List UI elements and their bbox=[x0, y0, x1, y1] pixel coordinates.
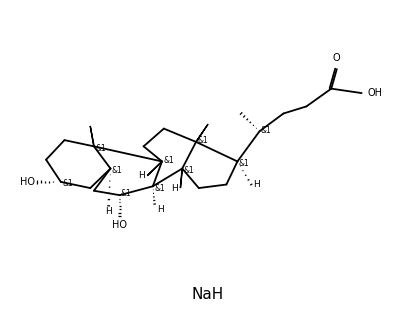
Polygon shape bbox=[196, 124, 208, 142]
Polygon shape bbox=[90, 126, 94, 146]
Text: O: O bbox=[333, 53, 341, 63]
Text: H: H bbox=[171, 184, 178, 192]
Polygon shape bbox=[147, 161, 162, 176]
Text: H: H bbox=[157, 205, 163, 214]
Text: &1: &1 bbox=[163, 156, 174, 165]
Text: HO: HO bbox=[112, 220, 127, 230]
Text: &1: &1 bbox=[112, 166, 122, 175]
Text: &1: &1 bbox=[239, 159, 250, 168]
Text: &1: &1 bbox=[197, 136, 208, 145]
Text: HO: HO bbox=[20, 177, 35, 187]
Text: &1: &1 bbox=[261, 126, 272, 134]
Text: &1: &1 bbox=[121, 189, 132, 198]
Polygon shape bbox=[181, 169, 183, 188]
Text: NaH: NaH bbox=[192, 287, 224, 302]
Text: &1: &1 bbox=[95, 144, 106, 153]
Text: H: H bbox=[139, 171, 145, 180]
Text: &1: &1 bbox=[183, 166, 194, 175]
Text: H: H bbox=[105, 207, 112, 216]
Text: &1: &1 bbox=[154, 184, 165, 193]
Text: H: H bbox=[253, 180, 260, 189]
Text: OH: OH bbox=[368, 88, 383, 98]
Text: &1: &1 bbox=[62, 179, 73, 188]
